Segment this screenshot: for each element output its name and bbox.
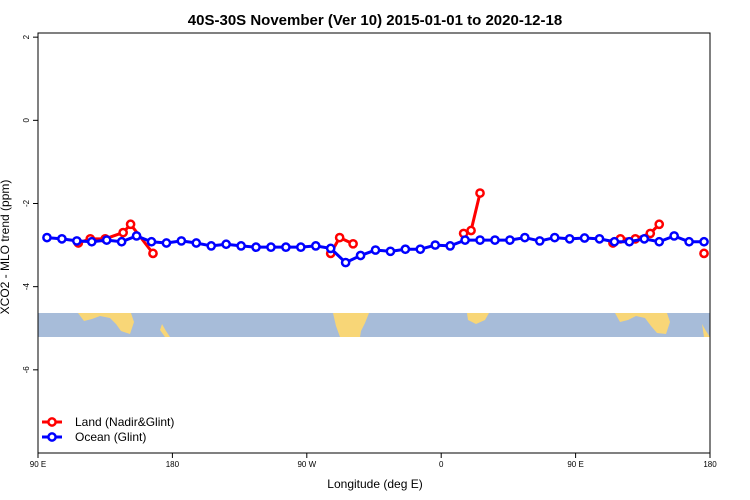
series-layer — [42, 188, 709, 268]
data-point — [624, 236, 635, 247]
y-tick-label: 2 — [22, 34, 31, 39]
data-point — [445, 241, 456, 251]
data-point — [131, 231, 142, 241]
data-point — [534, 236, 545, 246]
data-point — [176, 236, 187, 246]
y-tick-label: -4 — [22, 283, 31, 291]
data-point — [206, 241, 217, 251]
data-point — [505, 235, 515, 245]
data-point — [57, 233, 67, 244]
data-point — [654, 236, 665, 247]
data-point — [579, 233, 590, 243]
data-point — [221, 239, 232, 250]
y-axis-ticks: 2 0 -2 -4 -6 — [22, 34, 38, 373]
x-axis-ticks: 90 E 180 90 W 0 90 E 180 — [30, 453, 717, 469]
ocean-band — [38, 313, 710, 337]
data-point — [385, 246, 396, 257]
x-tick-label: 180 — [703, 460, 717, 469]
data-point — [266, 242, 276, 253]
y-tick-label: 0 — [22, 118, 31, 123]
data-point — [348, 238, 358, 249]
data-point — [564, 233, 575, 244]
y-tick-label: -6 — [22, 366, 31, 374]
data-point — [118, 227, 128, 238]
data-point — [490, 235, 500, 245]
chart-title: 40S-30S November (Ver 10) 2015-01-01 to … — [188, 12, 562, 29]
data-point — [295, 242, 306, 253]
data-point — [609, 236, 620, 247]
data-point — [71, 236, 82, 246]
data-point — [594, 233, 605, 244]
data-point — [684, 236, 694, 247]
x-axis-label: Longitude (deg E) — [327, 477, 422, 491]
data-point — [334, 232, 345, 243]
data-point — [415, 244, 426, 255]
data-point — [116, 236, 127, 247]
data-point — [251, 242, 261, 253]
legend-entry-label: Land (Nadir&Glint) — [75, 415, 174, 429]
legend-marker — [47, 432, 57, 442]
data-point — [340, 257, 351, 268]
legend-marker — [47, 417, 57, 427]
series-1 — [42, 231, 709, 268]
data-point — [86, 236, 97, 247]
y-axis-label: XCO2 - MLO trend (ppm) — [0, 180, 12, 315]
data-point — [475, 235, 485, 245]
data-point — [281, 242, 291, 253]
plot-frame — [37, 32, 711, 454]
south-america-landmass — [333, 313, 369, 337]
data-point — [430, 240, 441, 250]
new-zealand-landmass — [160, 324, 170, 337]
data-point — [519, 232, 530, 243]
x-tick-label: 0 — [439, 460, 444, 469]
data-point — [639, 233, 650, 244]
australia-landmass — [78, 313, 134, 334]
data-point — [310, 241, 321, 251]
data-point — [191, 238, 202, 248]
data-point — [654, 219, 665, 230]
legend-entry-label: Ocean (Glint) — [75, 430, 146, 444]
data-point — [699, 248, 709, 259]
x-tick-label: 90 E — [30, 460, 46, 469]
south-africa-landmass — [467, 313, 489, 324]
y-tick-label: -2 — [22, 199, 31, 207]
data-point — [101, 235, 112, 245]
data-point — [645, 228, 656, 239]
legend: Land (Nadir&Glint)Ocean (Glint) — [42, 415, 174, 444]
new-zealand-landmass-right — [702, 324, 710, 337]
data-point — [475, 188, 485, 198]
x-tick-label: 180 — [166, 460, 180, 469]
data-point — [460, 235, 470, 245]
data-point — [325, 243, 336, 254]
data-point — [549, 232, 560, 243]
data-point — [355, 250, 366, 261]
data-point — [400, 244, 411, 255]
data-point — [236, 241, 246, 251]
x-tick-label: 90 W — [297, 460, 316, 469]
data-point — [669, 231, 680, 241]
data-point — [125, 219, 136, 230]
world-map-strip — [38, 313, 710, 337]
australia-landmass-right — [615, 313, 670, 334]
data-point — [42, 232, 52, 243]
data-point — [466, 225, 476, 236]
data-point — [370, 245, 381, 255]
data-point — [161, 238, 172, 248]
data-point — [146, 236, 157, 247]
x-tick-label: 90 E — [567, 460, 583, 469]
data-point — [148, 248, 158, 259]
data-point — [699, 236, 709, 247]
